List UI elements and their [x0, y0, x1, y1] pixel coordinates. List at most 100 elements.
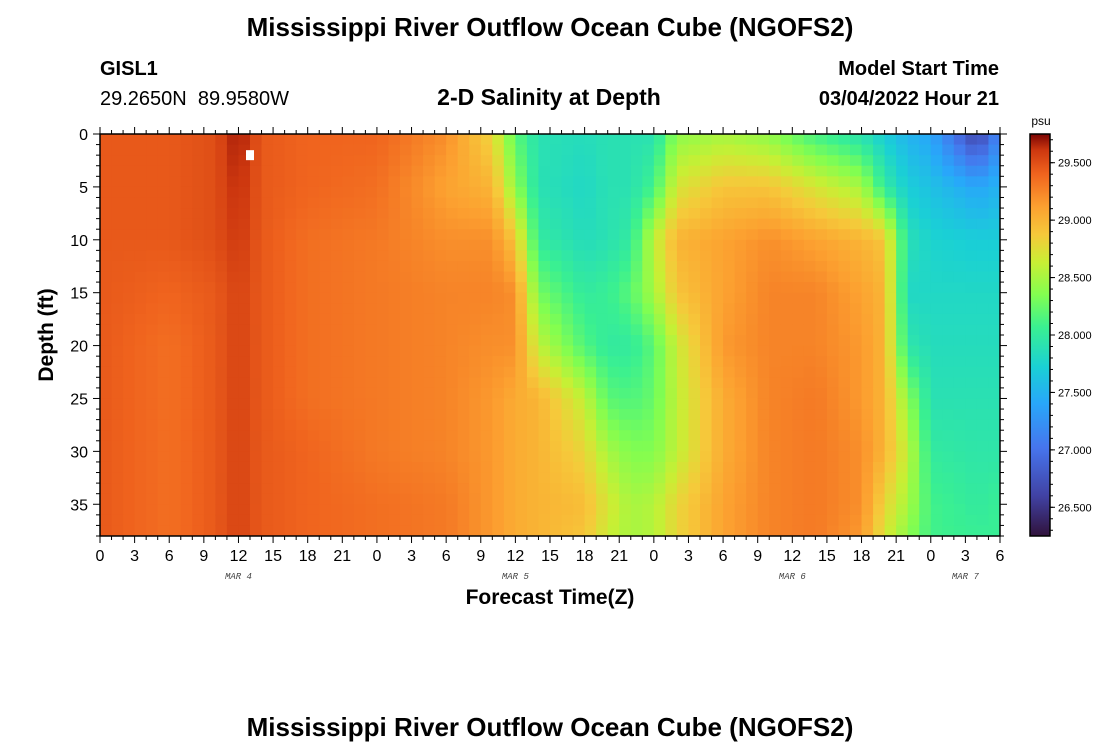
heatmap-cell — [919, 260, 932, 273]
heatmap-cell — [665, 197, 678, 209]
heatmap-cell — [307, 282, 320, 294]
heatmap-cell — [930, 483, 943, 495]
heatmap-cell — [111, 229, 124, 241]
heatmap-cell — [861, 387, 874, 400]
heatmap-cell — [561, 218, 574, 230]
heatmap-cell — [630, 292, 643, 304]
heatmap-cell — [353, 377, 366, 389]
heatmap-cell — [423, 440, 436, 452]
heatmap-cell — [238, 239, 251, 251]
heatmap-cell — [723, 229, 736, 241]
heatmap-cell — [550, 356, 563, 368]
heatmap-cell — [711, 387, 724, 400]
heatmap-cell — [700, 186, 713, 199]
heatmap-cell — [907, 356, 920, 368]
heatmap-cell — [169, 430, 182, 442]
heatmap-cell — [665, 514, 678, 527]
heatmap-cell — [538, 472, 551, 484]
heatmap-cell — [873, 504, 886, 516]
heatmap-cell — [930, 398, 943, 410]
heatmap-cell — [850, 134, 863, 146]
heatmap-cell — [100, 292, 113, 304]
heatmap-cell — [861, 514, 874, 527]
heatmap-cell — [976, 176, 990, 188]
heatmap-cell — [330, 313, 343, 326]
heatmap-cell — [342, 525, 355, 536]
heatmap-cell — [757, 155, 770, 167]
heatmap-cell — [769, 335, 782, 347]
heatmap-cell — [700, 514, 713, 527]
heatmap-cell — [515, 461, 528, 474]
heatmap-cell — [676, 292, 690, 304]
heatmap-cell — [469, 504, 482, 516]
x-tick-label: 18 — [853, 548, 871, 565]
heatmap-cell — [561, 134, 574, 146]
heatmap-cell — [123, 525, 136, 536]
heatmap-cell — [273, 387, 286, 400]
heatmap-cell — [480, 292, 493, 304]
heatmap-cell — [215, 282, 228, 294]
heatmap-cell — [838, 504, 851, 516]
heatmap-cell — [192, 186, 205, 199]
heatmap-cell — [503, 292, 516, 304]
heatmap-cell — [573, 345, 586, 357]
heatmap-cell — [411, 134, 424, 146]
heatmap-cell — [550, 514, 563, 527]
heatmap-cell — [180, 525, 193, 536]
heatmap-cell — [226, 377, 240, 389]
heatmap-cell — [538, 493, 551, 505]
heatmap-cell — [250, 493, 263, 505]
heatmap-cell — [561, 324, 574, 336]
heatmap-cell — [907, 324, 920, 336]
heatmap-cell — [411, 239, 424, 251]
heatmap-cell — [965, 134, 978, 146]
heatmap-cell — [584, 525, 597, 536]
heatmap-cell — [930, 197, 943, 209]
heatmap-cell — [353, 239, 366, 251]
heatmap-cell — [596, 260, 609, 273]
heatmap-cell — [826, 271, 840, 283]
heatmap-cell — [942, 155, 955, 167]
heatmap-cell — [319, 525, 332, 536]
heatmap-cell — [596, 483, 609, 495]
heatmap-cell — [365, 282, 378, 294]
heatmap-cell — [169, 461, 182, 474]
heatmap-cell — [307, 208, 320, 220]
heatmap-cell — [319, 218, 332, 230]
heatmap-cell — [769, 186, 782, 199]
heatmap-cell — [861, 419, 874, 431]
heatmap-cell — [792, 504, 805, 516]
heatmap-cell — [746, 324, 759, 336]
heatmap-cell — [653, 176, 666, 188]
heatmap-cell — [192, 451, 205, 463]
heatmap-cell — [376, 419, 390, 431]
y-tick-label: 35 — [70, 497, 88, 514]
heatmap-cell — [376, 504, 390, 516]
heatmap-cell — [215, 451, 228, 463]
heatmap-cell — [757, 387, 770, 400]
heatmap-cell — [353, 409, 366, 421]
heatmap-cell — [884, 260, 897, 273]
heatmap-cell — [769, 440, 782, 452]
heatmap-cell — [873, 144, 886, 156]
heatmap-cell — [850, 218, 863, 230]
heatmap-cell — [446, 155, 459, 167]
heatmap-cell — [238, 176, 251, 188]
heatmap-cell — [503, 461, 516, 474]
heatmap-cell — [769, 472, 782, 484]
heatmap-cell — [861, 409, 874, 421]
heatmap-cell — [273, 260, 286, 273]
heatmap-cell — [169, 345, 182, 357]
heatmap-cell — [688, 250, 701, 262]
heatmap-cell — [469, 419, 482, 431]
heatmap-cell — [400, 176, 413, 188]
heatmap-cell — [515, 324, 528, 336]
heatmap-cell — [769, 176, 782, 188]
heatmap-cell — [203, 461, 216, 474]
heatmap-cell — [976, 356, 990, 368]
heatmap-cell — [838, 419, 851, 431]
heatmap-cell — [746, 250, 759, 262]
heatmap-cell — [400, 387, 413, 400]
heatmap-cell — [457, 282, 470, 294]
heatmap-cell — [573, 387, 586, 400]
